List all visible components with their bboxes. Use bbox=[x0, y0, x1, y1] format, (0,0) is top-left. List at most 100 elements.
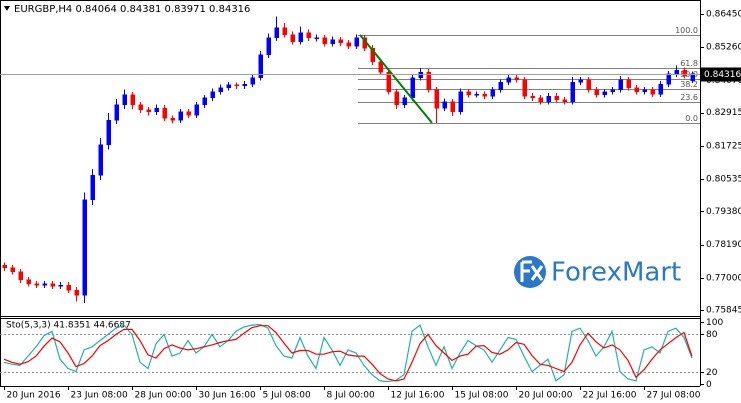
x-tick-label: 28 Jun 00:00 bbox=[135, 391, 192, 401]
candle-body bbox=[66, 284, 71, 291]
candle-body bbox=[42, 283, 47, 286]
candle-body bbox=[218, 87, 223, 93]
candle-body bbox=[658, 83, 663, 95]
candle-body bbox=[202, 97, 207, 106]
candle-body bbox=[194, 104, 199, 116]
candle-body bbox=[506, 77, 511, 83]
candle-body bbox=[322, 37, 327, 45]
candle-body bbox=[242, 83, 247, 87]
candle-body bbox=[594, 89, 599, 96]
candle-body bbox=[338, 39, 343, 44]
x-tick-label: 5 Jul 08:00 bbox=[263, 391, 312, 401]
x-tick-label: 20 Jun 2016 bbox=[7, 391, 61, 401]
chart-title: EURGBP,H4 0.84064 0.84381 0.83971 0.8431… bbox=[14, 4, 250, 15]
candle-body bbox=[330, 39, 335, 45]
candle-body bbox=[138, 104, 143, 111]
candle-body bbox=[434, 89, 439, 109]
candle-body bbox=[610, 89, 615, 93]
candle-body bbox=[570, 81, 575, 103]
candle-body bbox=[154, 107, 159, 113]
candle-body bbox=[634, 87, 639, 93]
candle-body bbox=[498, 81, 503, 91]
candle-body bbox=[234, 84, 239, 87]
candle-body bbox=[562, 99, 567, 103]
candle-body bbox=[314, 37, 319, 40]
y-tick-label: 0.85260 bbox=[706, 43, 741, 53]
candle-body bbox=[2, 264, 7, 269]
y-tick-label: 0.86450 bbox=[706, 9, 741, 19]
y-tick-label: 100 bbox=[706, 318, 723, 328]
candle-body bbox=[482, 93, 487, 97]
candle-body bbox=[226, 84, 231, 89]
fib-label: 100.0 bbox=[675, 26, 698, 35]
candle-body bbox=[530, 95, 535, 99]
x-tick-label: 20 Jul 00:00 bbox=[519, 391, 573, 401]
y-tick-label: 0.77000 bbox=[706, 273, 741, 283]
x-tick-label: 15 Jul 08:00 bbox=[455, 391, 509, 401]
candle-body bbox=[98, 144, 103, 176]
candle-body bbox=[626, 79, 631, 89]
x-tick-label: 12 Jul 16:00 bbox=[391, 391, 445, 401]
fib-label: 38.2 bbox=[680, 80, 698, 89]
candle-body bbox=[402, 97, 407, 106]
indicator-line bbox=[3, 323, 693, 383]
candle-body bbox=[546, 95, 551, 103]
candle-body bbox=[210, 91, 215, 99]
candle-body bbox=[250, 77, 255, 85]
candle-body bbox=[426, 71, 431, 91]
candle-body bbox=[370, 47, 375, 63]
candle-body bbox=[74, 289, 79, 296]
candle-body bbox=[378, 61, 383, 73]
candle-body bbox=[130, 94, 135, 106]
candle-body bbox=[690, 73, 695, 81]
candle-body bbox=[18, 271, 23, 281]
candle-body bbox=[490, 89, 495, 97]
fib-label: 0.0 bbox=[685, 114, 698, 123]
x-tick-label: 8 Jul 00:00 bbox=[327, 391, 376, 401]
candle-body bbox=[602, 91, 607, 96]
candle-body bbox=[58, 284, 63, 287]
y-tick-label: 20 bbox=[706, 368, 718, 378]
y-tick-label: 0.78190 bbox=[706, 240, 741, 250]
last-price-label: 0.84316 bbox=[704, 70, 741, 80]
candle-body bbox=[386, 71, 391, 93]
candle-body bbox=[178, 111, 183, 121]
candle-body bbox=[306, 32, 311, 39]
candle-body bbox=[34, 283, 39, 286]
candle-body bbox=[26, 279, 31, 285]
candle-body bbox=[290, 34, 295, 43]
candle-body bbox=[10, 267, 15, 273]
indicator-line bbox=[3, 325, 693, 382]
candle-body bbox=[538, 97, 543, 103]
candle-body bbox=[474, 93, 479, 96]
last-price-box bbox=[701, 67, 741, 82]
watermark: ForexMart bbox=[551, 258, 681, 288]
y-tick-label: 0.82915 bbox=[706, 108, 741, 118]
candle-body bbox=[666, 73, 671, 85]
fib-label: 61.8 bbox=[680, 59, 698, 68]
x-tick-label: 30 Jun 16:00 bbox=[199, 391, 256, 401]
y-tick-label: 0.80535 bbox=[706, 175, 741, 185]
trend-line bbox=[359, 34, 433, 124]
candle-body bbox=[450, 101, 455, 113]
candle-body bbox=[514, 77, 519, 81]
candle-body bbox=[146, 109, 151, 113]
candle-body bbox=[442, 101, 447, 109]
candle-body bbox=[586, 79, 591, 91]
candle-body bbox=[394, 91, 399, 106]
candle-body bbox=[642, 89, 647, 93]
candle-body bbox=[258, 54, 263, 79]
candle-body bbox=[82, 199, 87, 296]
candle-body bbox=[674, 69, 679, 75]
x-tick-label: 23 Jun 08:00 bbox=[71, 391, 128, 401]
candle-body bbox=[618, 79, 623, 91]
candle-body bbox=[458, 91, 463, 113]
y-tick-label: 0 bbox=[706, 380, 712, 390]
candle-body bbox=[554, 95, 559, 101]
candle-body bbox=[274, 27, 279, 39]
y-tick-label: 0.81725 bbox=[706, 141, 741, 151]
y-tick-label: 80 bbox=[706, 330, 718, 340]
